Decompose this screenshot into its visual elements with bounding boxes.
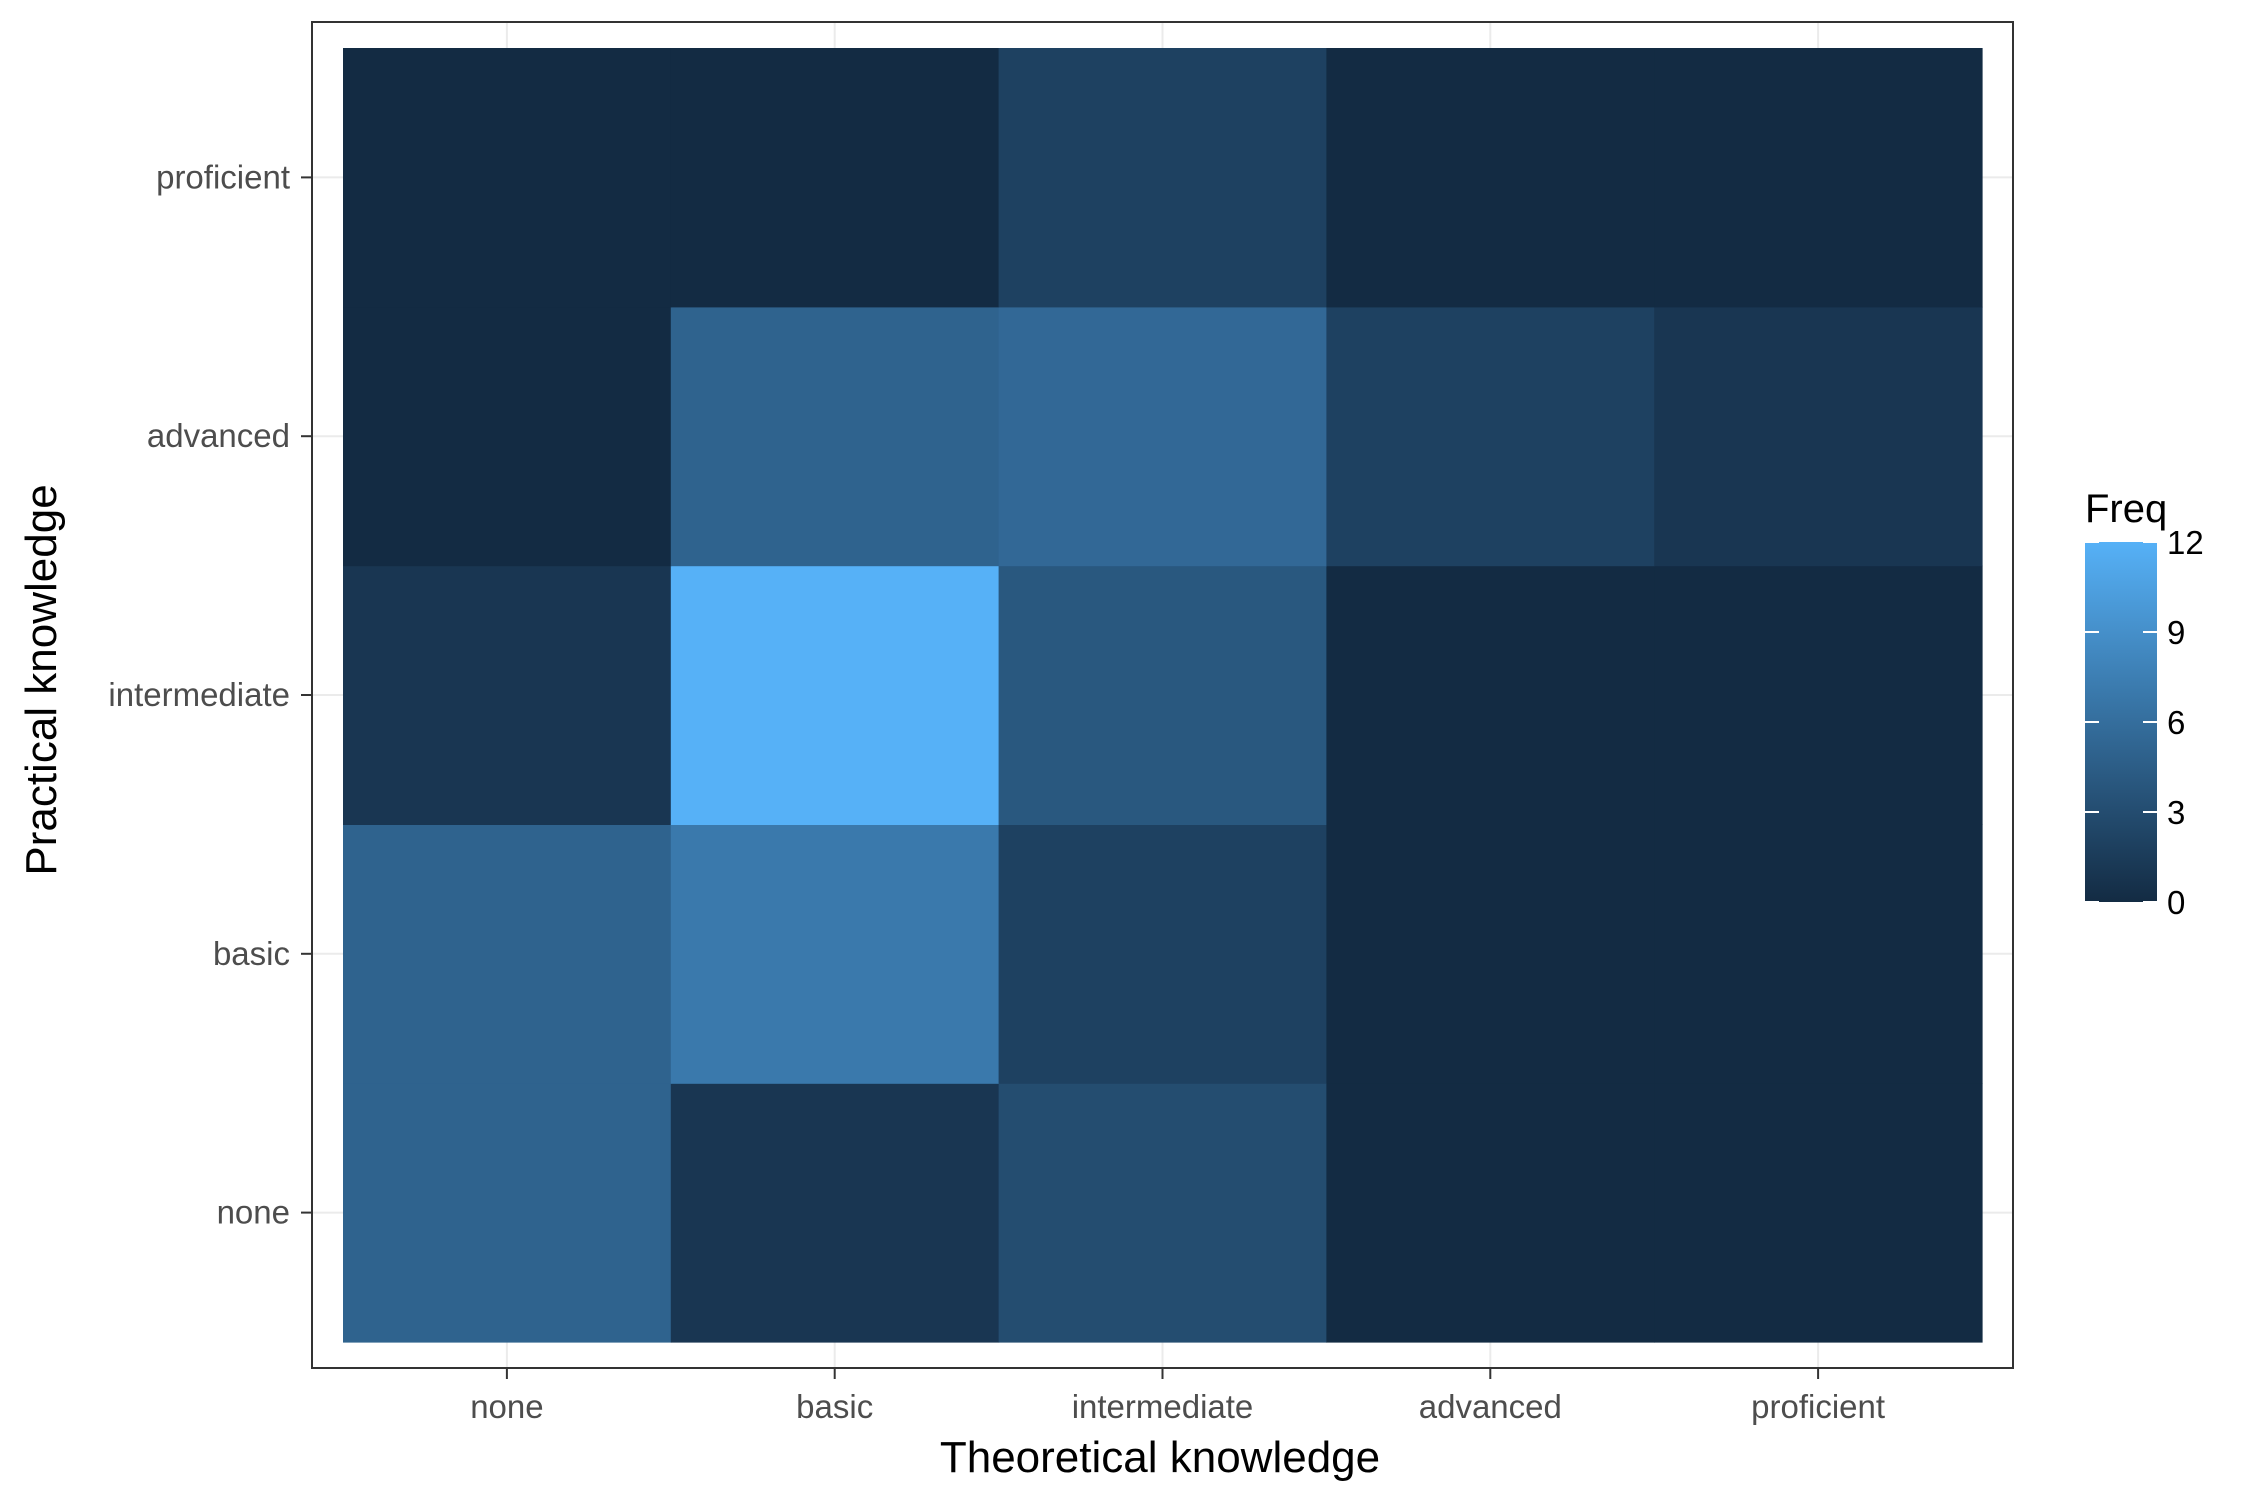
x-axis-title: Theoretical knowledge: [940, 1433, 1380, 1482]
legend-break-label: 3: [2167, 794, 2185, 831]
heatmap-cell: [998, 1083, 1327, 1343]
y-tick-label: basic: [213, 935, 290, 972]
x-tick-label: intermediate: [1072, 1388, 1254, 1425]
x-tick-label: basic: [796, 1388, 873, 1425]
legend-break-label: 0: [2167, 884, 2185, 921]
legend-title: Freq: [2085, 487, 2167, 531]
x-axis-ticks: none basic intermediate advanced proficient: [470, 1368, 1885, 1425]
heatmap-cell: [1654, 824, 1983, 1084]
legend-break-label: 6: [2167, 704, 2185, 741]
heatmap-cell: [343, 48, 672, 308]
heatmap-cell: [1654, 48, 1983, 308]
heatmap-cell: [343, 824, 672, 1084]
heatmap-cell: [670, 565, 1000, 825]
y-tick-label: advanced: [147, 417, 290, 454]
heatmap-cell: [1654, 1083, 1983, 1343]
y-tick-label: proficient: [156, 158, 290, 195]
heatmap-cell: [670, 306, 1000, 567]
y-axis-ticks: none basic intermediate advanced proficient: [108, 158, 312, 1231]
y-axis-title: Practical knowledge: [17, 484, 66, 875]
heatmap-cells: [343, 48, 1983, 1343]
heatmap-cell: [1654, 306, 1983, 567]
heatmap-cell: [998, 565, 1327, 825]
heatmap-cell: [1326, 565, 1655, 825]
legend-break-label: 9: [2167, 614, 2185, 651]
legend: Freq 0 3 6 9 12: [2085, 487, 2204, 921]
x-tick-label: proficient: [1751, 1388, 1885, 1425]
heatmap-cell: [998, 824, 1327, 1084]
x-tick-label: none: [470, 1388, 543, 1425]
heatmap-cell: [998, 306, 1327, 567]
heatmap-cell: [343, 1083, 672, 1343]
heatmap-cell: [1326, 824, 1655, 1084]
heatmap-cell: [670, 48, 1000, 308]
legend-break-label: 12: [2167, 524, 2204, 561]
heatmap-cell: [1326, 1083, 1655, 1343]
heatmap-cell: [998, 48, 1327, 308]
heatmap-cell: [670, 1083, 1000, 1343]
heatmap-cell: [1654, 565, 1983, 825]
heatmap-cell: [1326, 48, 1655, 308]
heatmap-cell: [343, 306, 672, 567]
y-tick-label: intermediate: [108, 676, 290, 713]
x-tick-label: advanced: [1419, 1388, 1562, 1425]
heatmap-cell: [343, 565, 672, 825]
y-tick-label: none: [217, 1194, 290, 1231]
heatmap-cell: [670, 824, 1000, 1084]
heatmap-cell: [1326, 306, 1655, 567]
